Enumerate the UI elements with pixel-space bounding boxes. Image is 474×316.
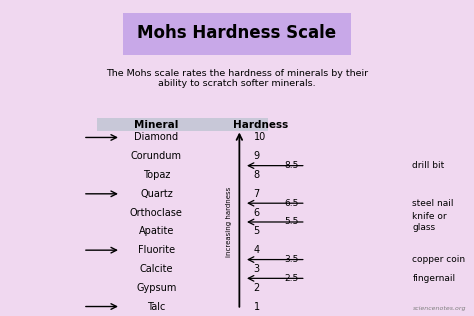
Text: Topaz: Topaz	[143, 170, 170, 180]
Text: increasing hardness: increasing hardness	[226, 187, 232, 257]
Text: 5: 5	[254, 226, 260, 236]
Text: 8: 8	[254, 170, 260, 180]
Text: 6: 6	[254, 208, 260, 218]
Text: drill bit: drill bit	[412, 161, 445, 170]
Text: Mineral: Mineral	[134, 120, 179, 130]
Text: steel nail: steel nail	[412, 199, 454, 208]
Text: Hardness: Hardness	[233, 120, 288, 130]
Text: 4: 4	[254, 245, 260, 255]
Text: 8.5: 8.5	[284, 161, 299, 170]
Text: Talc: Talc	[147, 301, 165, 312]
Text: 3: 3	[254, 264, 260, 274]
Text: 2.5: 2.5	[284, 274, 299, 283]
Text: copper coin: copper coin	[412, 255, 465, 264]
Text: The Mohs scale rates the hardness of minerals by their: The Mohs scale rates the hardness of min…	[106, 69, 368, 78]
Text: Mohs Hardness Scale: Mohs Hardness Scale	[137, 25, 337, 42]
Text: Diamond: Diamond	[134, 132, 179, 143]
Text: Orthoclase: Orthoclase	[130, 208, 183, 218]
Text: Corundum: Corundum	[131, 151, 182, 161]
Text: Fluorite: Fluorite	[138, 245, 175, 255]
Text: sciencenotes.org: sciencenotes.org	[413, 306, 467, 311]
Text: Gypsum: Gypsum	[136, 283, 177, 293]
Text: knife or
glass: knife or glass	[412, 212, 447, 232]
Text: 6.5: 6.5	[284, 199, 299, 208]
Text: Apatite: Apatite	[139, 226, 174, 236]
Text: 9: 9	[254, 151, 260, 161]
Text: 10: 10	[254, 132, 266, 143]
Text: 3.5: 3.5	[284, 255, 299, 264]
Text: Quartz: Quartz	[140, 189, 173, 199]
Text: fingernail: fingernail	[412, 274, 456, 283]
FancyBboxPatch shape	[97, 118, 268, 131]
FancyBboxPatch shape	[123, 13, 351, 55]
Text: ability to scratch softer minerals.: ability to scratch softer minerals.	[158, 79, 316, 88]
Text: 5.5: 5.5	[284, 217, 299, 227]
Text: 1: 1	[254, 301, 260, 312]
Text: 2: 2	[254, 283, 260, 293]
Text: 7: 7	[254, 189, 260, 199]
Text: Calcite: Calcite	[140, 264, 173, 274]
